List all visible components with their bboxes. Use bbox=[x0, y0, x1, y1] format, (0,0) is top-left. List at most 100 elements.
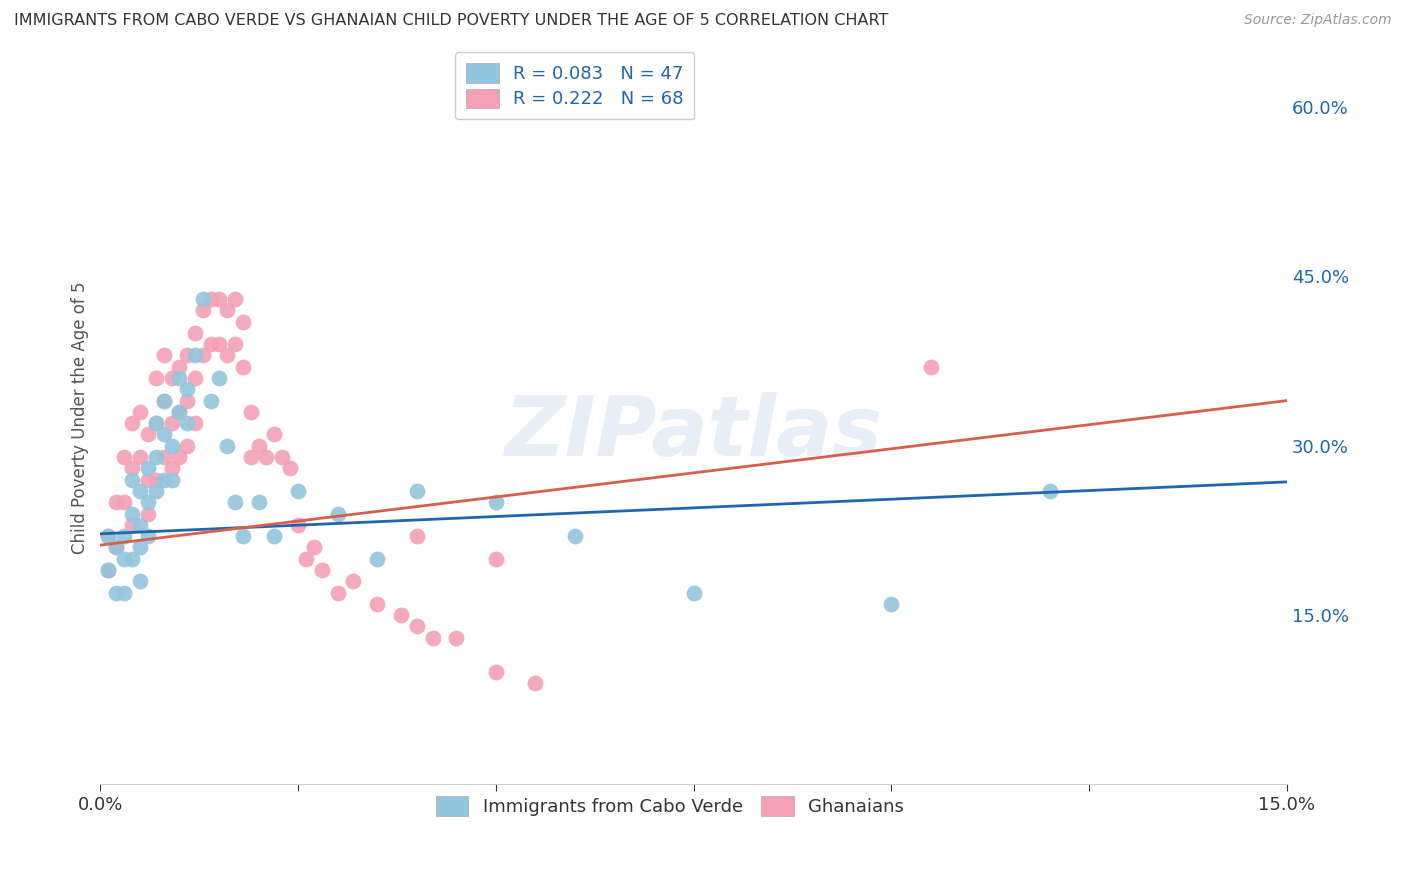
Point bbox=[136, 473, 159, 487]
Point bbox=[169, 359, 191, 374]
Point bbox=[152, 427, 174, 442]
Text: ZIPatlas: ZIPatlas bbox=[505, 392, 883, 473]
Point bbox=[145, 450, 167, 464]
Point bbox=[169, 450, 191, 464]
Point bbox=[247, 495, 270, 509]
Point bbox=[97, 529, 120, 543]
Point bbox=[366, 597, 388, 611]
Point bbox=[160, 371, 183, 385]
Point bbox=[169, 371, 191, 385]
Point bbox=[121, 507, 143, 521]
Point bbox=[112, 551, 135, 566]
Point bbox=[152, 349, 174, 363]
Point bbox=[263, 529, 285, 543]
Point bbox=[263, 427, 285, 442]
Point bbox=[405, 529, 427, 543]
Point bbox=[247, 439, 270, 453]
Point bbox=[160, 473, 183, 487]
Point bbox=[232, 359, 254, 374]
Point bbox=[184, 416, 207, 430]
Point bbox=[105, 495, 128, 509]
Point bbox=[121, 416, 143, 430]
Point bbox=[112, 495, 135, 509]
Point bbox=[176, 416, 198, 430]
Point bbox=[112, 529, 135, 543]
Point bbox=[152, 450, 174, 464]
Point bbox=[485, 495, 508, 509]
Point bbox=[200, 337, 222, 351]
Point bbox=[176, 393, 198, 408]
Point bbox=[176, 439, 198, 453]
Point bbox=[682, 585, 704, 599]
Point bbox=[136, 507, 159, 521]
Point bbox=[121, 551, 143, 566]
Point bbox=[121, 473, 143, 487]
Point bbox=[145, 416, 167, 430]
Point bbox=[256, 450, 278, 464]
Point bbox=[485, 665, 508, 679]
Point bbox=[129, 450, 152, 464]
Point bbox=[208, 337, 231, 351]
Point bbox=[287, 517, 309, 532]
Y-axis label: Child Poverty Under the Age of 5: Child Poverty Under the Age of 5 bbox=[72, 281, 89, 554]
Point bbox=[160, 461, 183, 475]
Point bbox=[136, 529, 159, 543]
Point bbox=[145, 473, 167, 487]
Point bbox=[342, 574, 364, 589]
Point bbox=[136, 461, 159, 475]
Point bbox=[129, 541, 152, 555]
Point bbox=[105, 541, 128, 555]
Point bbox=[405, 619, 427, 633]
Point bbox=[160, 416, 183, 430]
Point bbox=[880, 597, 903, 611]
Point bbox=[145, 371, 167, 385]
Point bbox=[326, 585, 349, 599]
Point bbox=[97, 563, 120, 577]
Point bbox=[278, 461, 301, 475]
Point bbox=[239, 450, 262, 464]
Point bbox=[176, 349, 198, 363]
Point bbox=[485, 551, 508, 566]
Point bbox=[208, 292, 231, 306]
Point bbox=[1038, 483, 1060, 498]
Point bbox=[129, 483, 152, 498]
Point bbox=[176, 382, 198, 396]
Point bbox=[97, 529, 120, 543]
Point bbox=[152, 393, 174, 408]
Point bbox=[224, 495, 246, 509]
Point bbox=[184, 326, 207, 340]
Point bbox=[169, 405, 191, 419]
Point bbox=[564, 529, 586, 543]
Point bbox=[295, 551, 318, 566]
Point bbox=[160, 439, 183, 453]
Point bbox=[326, 507, 349, 521]
Point bbox=[184, 371, 207, 385]
Point bbox=[145, 416, 167, 430]
Point bbox=[184, 349, 207, 363]
Point bbox=[389, 608, 412, 623]
Point bbox=[121, 517, 143, 532]
Point bbox=[215, 349, 238, 363]
Point bbox=[302, 541, 325, 555]
Point bbox=[271, 450, 294, 464]
Text: Source: ZipAtlas.com: Source: ZipAtlas.com bbox=[1244, 13, 1392, 28]
Point bbox=[97, 563, 120, 577]
Point bbox=[287, 483, 309, 498]
Point bbox=[224, 337, 246, 351]
Point bbox=[239, 405, 262, 419]
Point bbox=[129, 405, 152, 419]
Point bbox=[112, 585, 135, 599]
Point bbox=[152, 393, 174, 408]
Point bbox=[193, 303, 215, 318]
Point bbox=[224, 292, 246, 306]
Point bbox=[215, 439, 238, 453]
Point bbox=[232, 529, 254, 543]
Point bbox=[200, 393, 222, 408]
Point bbox=[422, 631, 444, 645]
Point bbox=[215, 303, 238, 318]
Point bbox=[405, 483, 427, 498]
Point bbox=[136, 427, 159, 442]
Point bbox=[920, 359, 942, 374]
Point bbox=[311, 563, 333, 577]
Point bbox=[524, 676, 547, 690]
